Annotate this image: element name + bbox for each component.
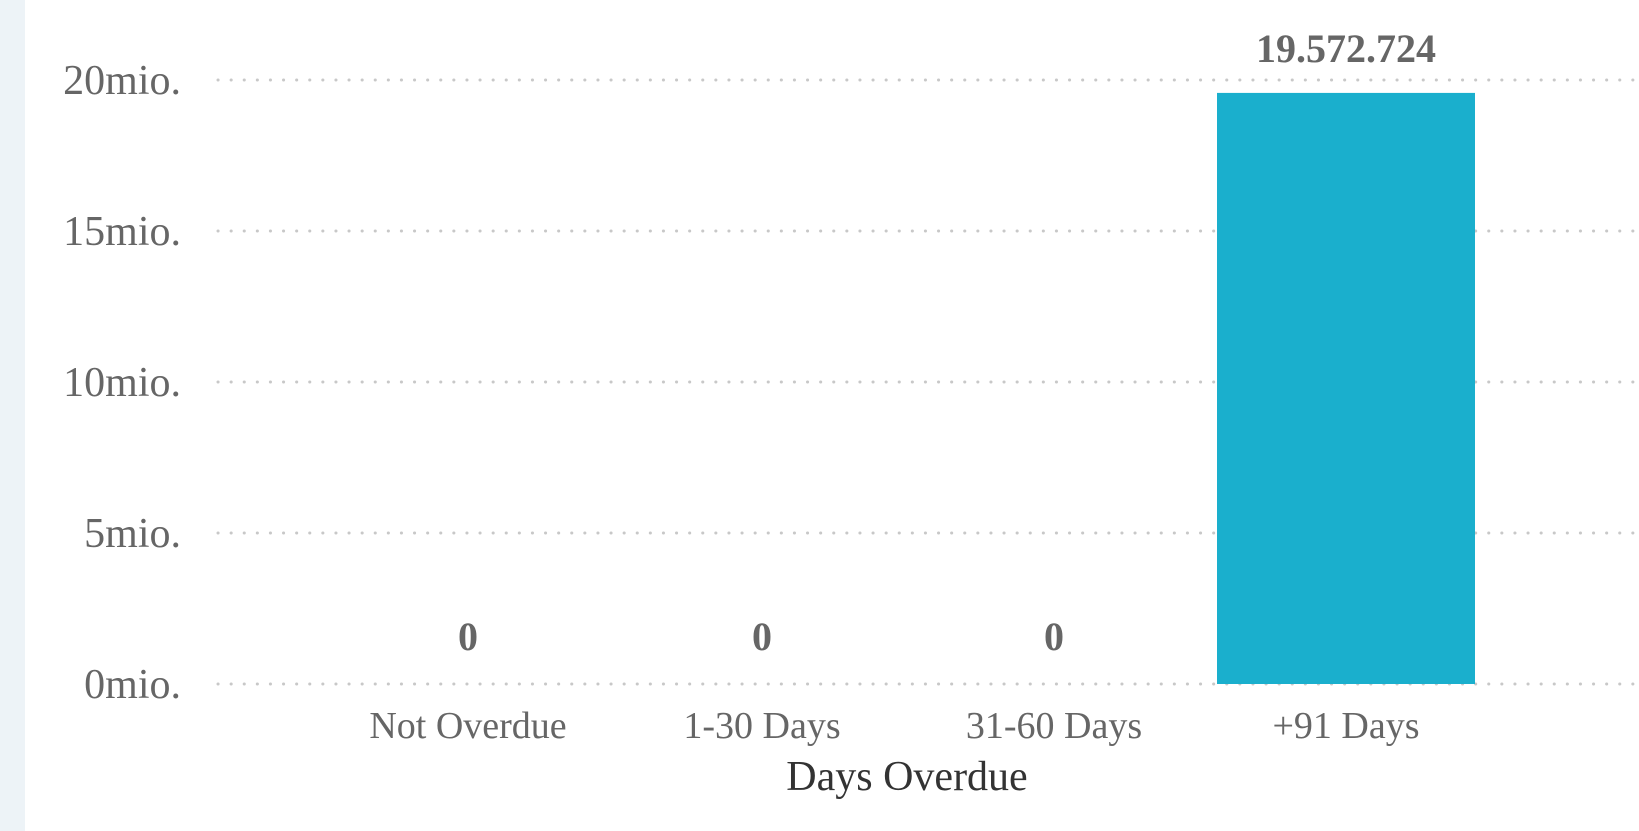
bars [1217,92,1475,684]
y-tick-label: 10mio. [63,360,181,406]
data-label: 0 [752,614,772,659]
y-tick-label: 0mio. [84,662,181,708]
side-panel-strip [0,0,25,831]
y-tick-label: 5mio. [84,511,181,557]
data-labels: 0 0 0 19.572.724 [458,26,1436,659]
gridlines [216,78,1639,686]
y-tick-label: 20mio. [63,58,181,104]
x-tick-label: 31-60 Days [966,705,1142,747]
x-tick-label: +91 Days [1272,705,1419,747]
data-label: 19.572.724 [1256,26,1436,71]
x-tick-label: 1-30 Days [683,705,840,747]
x-axis-ticks: Not Overdue 1-30 Days 31-60 Days +91 Days [369,705,1419,747]
bar[interactable] [1217,92,1475,684]
y-tick-label: 15mio. [63,209,181,255]
data-label: 0 [458,614,478,659]
data-label: 0 [1044,614,1064,659]
y-axis-ticks: 0mio. 5mio. 10mio. 15mio. 20mio. [63,58,181,708]
x-tick-label: Not Overdue [369,705,566,747]
x-axis-title: Days Overdue [786,754,1027,800]
